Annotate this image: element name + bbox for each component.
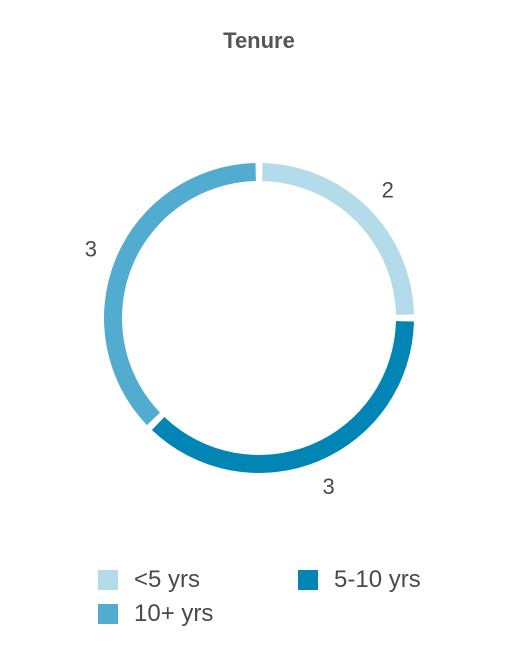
data-label-10-plus: 3 bbox=[85, 236, 97, 261]
legend-swatch-under-5 bbox=[98, 570, 118, 590]
legend-item-5-10[interactable]: 5-10 yrs bbox=[298, 566, 421, 594]
legend-item-under-5[interactable]: <5 yrs bbox=[98, 566, 200, 594]
chart-title: Tenure bbox=[223, 28, 295, 53]
legend-swatch-5-10 bbox=[298, 570, 318, 590]
donut-slice-5-10[interactable] bbox=[151, 321, 414, 474]
legend-label-10-plus: 10+ yrs bbox=[134, 600, 214, 627]
data-label-5-10: 3 bbox=[323, 474, 335, 499]
donut-slice-10-plus[interactable] bbox=[104, 163, 256, 426]
legend-label-5-10: 5-10 yrs bbox=[334, 566, 421, 593]
legend-swatch-10-plus bbox=[98, 604, 118, 624]
legend-label-under-5: <5 yrs bbox=[134, 566, 201, 593]
legend-item-10-plus[interactable]: 10+ yrs bbox=[98, 600, 213, 628]
donut-slice-under-5[interactable] bbox=[262, 163, 414, 315]
data-label-under-5: 2 bbox=[382, 177, 394, 202]
